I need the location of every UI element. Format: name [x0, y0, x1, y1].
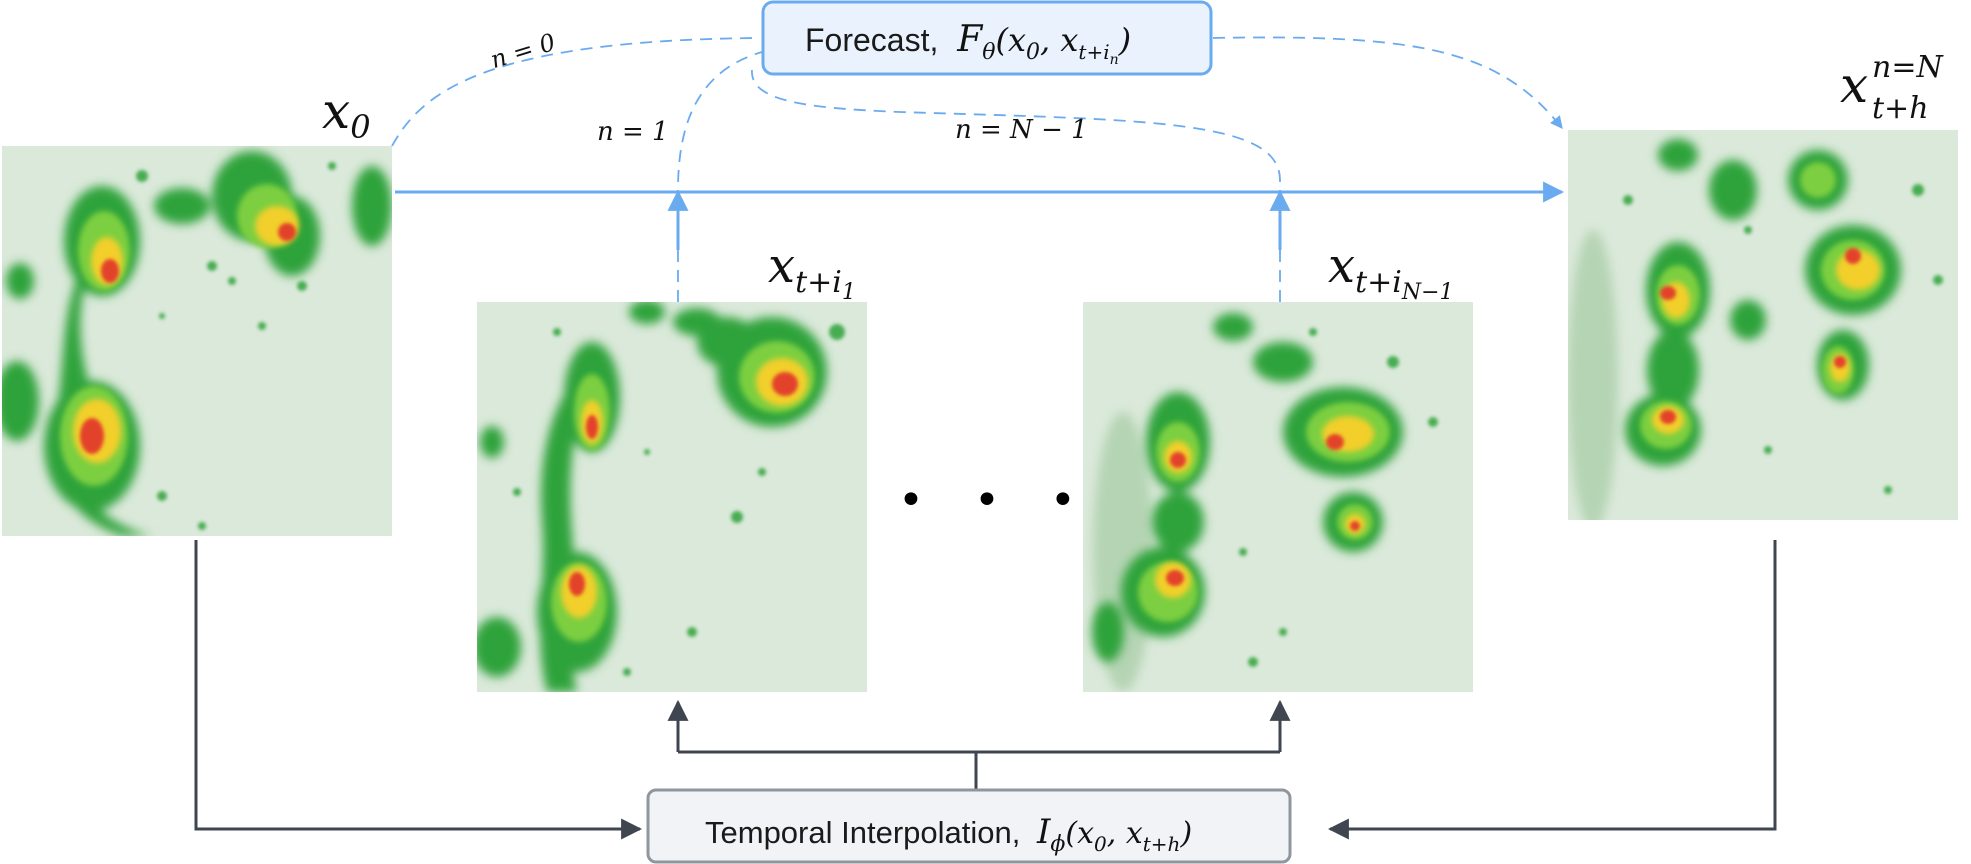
arc-to-xh — [1212, 36, 1563, 129]
svg-text:Forecast, Fθ(x0, xt+in): Forecast, Fθ(x0, xt+in) — [805, 19, 1131, 68]
forecast-args-mid: , x — [1040, 21, 1078, 59]
interp-fn-sub: ϕ — [1050, 832, 1065, 857]
svg-text:t+h: t+h — [1872, 91, 1929, 126]
interpolation-box: Temporal Interpolation, Iϕ(x0, xt+h) — [646, 788, 1292, 864]
interp-fn-symbol: I — [1036, 812, 1051, 852]
forecast-args-start: (x — [996, 21, 1027, 59]
forecast-fn-sub: θ — [982, 40, 995, 65]
radar-frame-x1 — [477, 302, 867, 692]
svg-text:xt+iN−1: xt+iN−1 — [1328, 238, 1454, 305]
interp-label: Temporal Interpolation, — [705, 815, 1020, 850]
interp-arg2-sub: t+h — [1143, 832, 1181, 856]
ellipsis: • • • — [898, 475, 1094, 526]
svg-text:n=N: n=N — [1872, 50, 1944, 85]
arc-label-n0: n = 0 — [487, 28, 558, 74]
radar-frame-xh — [1568, 130, 1958, 520]
interp-args-mid: , x — [1107, 816, 1143, 851]
forecast-arg2-subsub: n — [1110, 52, 1119, 68]
interp-line-from-x0 — [194, 540, 643, 840]
svg-text:x: x — [1840, 56, 1868, 114]
interp-args-end: ) — [1179, 816, 1192, 851]
interp-arg1-sub: 0 — [1094, 832, 1107, 856]
arc-label-n1: n = 1 — [597, 117, 669, 147]
radar-frame-x0 — [2, 146, 392, 536]
arc-n1 — [677, 51, 763, 302]
arc-label-nN1: n = N − 1 — [955, 115, 1088, 145]
svg-text:x0: x0 — [322, 82, 371, 146]
interp-line-from-xh — [1327, 540, 1777, 840]
label-x1: xt+i1 — [768, 238, 856, 305]
forecast-args-end: ) — [1118, 21, 1131, 59]
arc-nN1 — [751, 69, 1281, 302]
interp-args-start: (x — [1065, 816, 1094, 851]
label-xn1: xt+iN−1 — [1328, 238, 1454, 305]
label-xh: x n=N t+h — [1840, 50, 1944, 126]
forecast-arg2-sub: t+i — [1078, 40, 1109, 64]
radar-frame-xn1 — [1083, 302, 1473, 692]
svg-text:xt+i1: xt+i1 — [768, 238, 856, 305]
forecast-label: Forecast, — [805, 22, 938, 58]
forecast-fn-symbol: F — [956, 19, 984, 60]
svg-text:Temporal Interpolation,: Temporal Interpolation, Iϕ(x0, xt+h) — [705, 812, 1192, 857]
forecast-arg1-sub: 0 — [1026, 40, 1040, 65]
label-x0: x0 — [322, 82, 371, 146]
forecast-box: Forecast, Fθ(x0, xt+in) — [761, 0, 1213, 76]
arc-n0 — [391, 37, 761, 147]
